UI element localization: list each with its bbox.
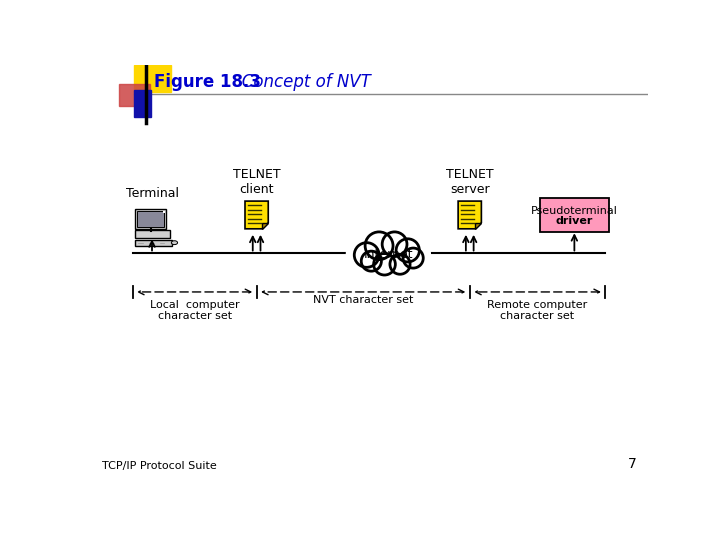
Text: Concept of NVT: Concept of NVT <box>225 73 370 91</box>
Ellipse shape <box>346 234 431 273</box>
Bar <box>134 65 171 92</box>
Text: Remote computer
character set: Remote computer character set <box>487 300 588 321</box>
Text: Figure 18.3: Figure 18.3 <box>153 73 261 91</box>
Bar <box>120 84 150 106</box>
Text: TELNET
client: TELNET client <box>233 168 280 197</box>
Polygon shape <box>458 201 482 229</box>
Polygon shape <box>245 201 269 229</box>
Text: Terminal: Terminal <box>125 186 179 200</box>
Text: Pseudoterminal: Pseudoterminal <box>531 206 618 216</box>
Text: NVT character set: NVT character set <box>313 295 413 305</box>
Bar <box>134 90 151 117</box>
Bar <box>138 211 163 226</box>
Ellipse shape <box>171 241 178 245</box>
Bar <box>135 231 170 238</box>
Polygon shape <box>262 222 269 229</box>
Polygon shape <box>475 222 482 229</box>
Text: TELNET
server: TELNET server <box>446 168 494 197</box>
Text: 7: 7 <box>628 457 636 471</box>
Text: driver: driver <box>556 216 593 226</box>
Bar <box>163 211 165 213</box>
Bar <box>135 209 166 229</box>
Bar <box>135 240 172 246</box>
Text: Local  computer
character set: Local computer character set <box>150 300 240 321</box>
Text: TCP/IP Protocol Suite: TCP/IP Protocol Suite <box>102 461 217 471</box>
Bar <box>539 198 609 232</box>
Text: Internet: Internet <box>364 248 413 261</box>
